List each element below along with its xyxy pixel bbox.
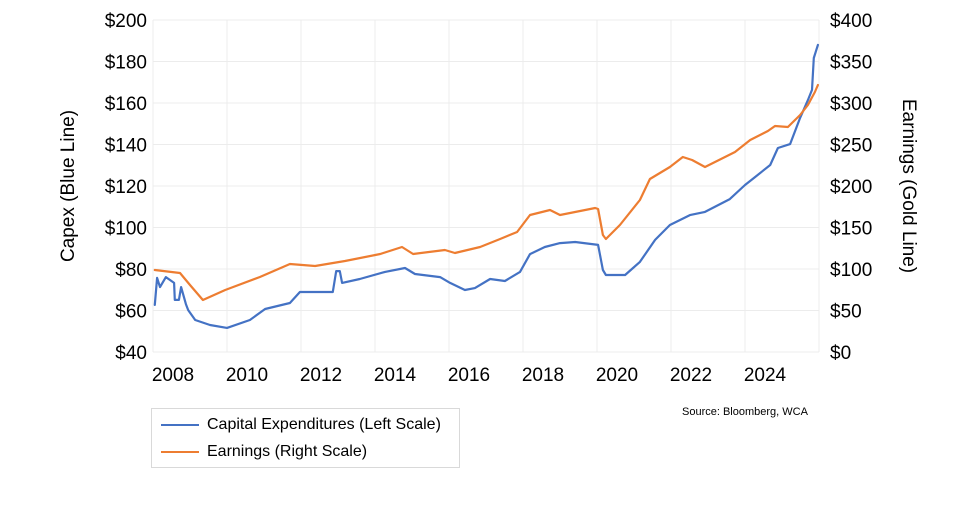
- right-tick-label: $100: [830, 260, 872, 281]
- left-tick-label: $160: [105, 94, 147, 115]
- legend-swatch-capex: [161, 424, 199, 426]
- gridlines: [152, 19, 820, 353]
- left-tick-label: $140: [105, 136, 147, 157]
- source-note: Source: Bloomberg, WCA: [682, 406, 808, 418]
- x-tick-label: 2012: [300, 365, 342, 386]
- x-tick-label: 2014: [374, 365, 417, 386]
- left-tick-label: $60: [115, 302, 147, 323]
- left-tick-label: $80: [115, 260, 147, 281]
- legend-label-earnings: Earnings (Right Scale): [207, 443, 368, 460]
- left-tick-label: $180: [105, 53, 147, 74]
- left-axis-ticks: $200 $180 $160 $140 $120 $100 $80 $60 $40: [105, 11, 147, 364]
- left-tick-label: $200: [105, 11, 147, 32]
- right-tick-label: $300: [830, 94, 872, 115]
- right-tick-label: $0: [830, 343, 851, 364]
- right-tick-label: $250: [830, 136, 872, 157]
- x-tick-label: 2008: [152, 365, 194, 386]
- x-tick-label: 2018: [522, 365, 564, 386]
- right-axis-title: Earnings (Gold Line): [898, 99, 919, 273]
- series-lines: [153, 43, 820, 329]
- left-tick-label: $40: [115, 343, 147, 364]
- x-tick-label: 2016: [448, 365, 490, 386]
- earnings-line: [153, 83, 820, 302]
- capex-line: [153, 43, 820, 329]
- legend-label-capex: Capital Expenditures (Left Scale): [207, 416, 441, 433]
- legend-item-capex: Capital Expenditures (Left Scale): [161, 414, 441, 436]
- right-tick-label: $400: [830, 11, 872, 32]
- right-tick-label: $350: [830, 53, 872, 74]
- legend-swatch-earnings: [161, 451, 199, 453]
- right-tick-label: $50: [830, 302, 862, 323]
- right-tick-label: $150: [830, 219, 872, 240]
- x-tick-label: 2020: [596, 365, 638, 386]
- left-tick-label: $120: [105, 177, 147, 198]
- x-tick-label: 2010: [226, 365, 268, 386]
- x-axis-ticks: 2008 2010 2012 2014 2016 2018 2020 2022 2024: [152, 365, 787, 386]
- right-axis-ticks: $400 $350 $300 $250 $200 $150 $100 $50 $0: [830, 11, 872, 364]
- x-tick-label: 2022: [670, 365, 712, 386]
- left-tick-label: $100: [105, 219, 147, 240]
- legend: Capital Expenditures (Left Scale) Earnin…: [151, 408, 460, 468]
- right-tick-label: $200: [830, 177, 872, 198]
- legend-item-earnings: Earnings (Right Scale): [161, 441, 367, 463]
- left-axis-title: Capex (Blue Line): [58, 110, 79, 262]
- x-tick-label: 2024: [744, 365, 787, 386]
